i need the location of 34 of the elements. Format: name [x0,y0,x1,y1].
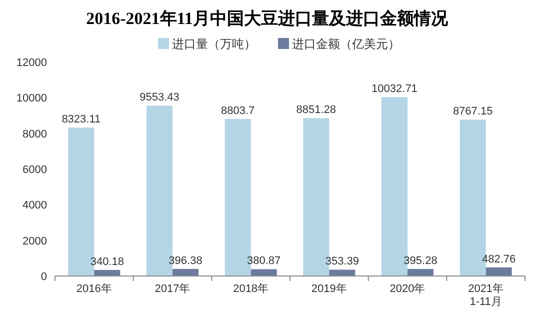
data-label: 340.18 [90,256,124,268]
data-label: 353.39 [325,256,359,268]
bar [94,270,120,276]
legend-label: 进口金额（亿美元） [292,37,400,51]
data-label: 380.87 [247,255,281,268]
legend-label: 进口量（万吨） [172,37,256,51]
y-tick-label: 4000 [22,200,47,212]
data-label: 8851.28 [296,104,336,116]
y-tick-label: 10000 [16,92,47,105]
data-label: 8323.11 [62,114,101,126]
data-label: 9553.43 [140,92,180,104]
bar [408,268,434,276]
x-tick-label: 2021年 1-11月 [468,283,504,308]
x-tick-label: 2018年 [233,283,269,295]
x-tick-label: 2017年 [154,283,190,295]
data-label: 482.76 [482,253,516,266]
x-tick-label: 2016年 [76,283,112,295]
y-tick-label: 0 [40,271,47,283]
y-tick-label: 12000 [16,57,47,69]
y-tick-label: 2000 [22,235,47,248]
bar [486,267,512,276]
bar [250,269,277,276]
data-label: 395.28 [404,254,438,267]
x-tick-label: 2020年 [390,283,426,295]
y-tick-label: 6000 [22,164,47,176]
data-label: 396.38 [168,254,202,267]
data-label: 8767.15 [452,106,493,118]
y-tick-label: 8000 [22,128,47,140]
x-tick-label: 2019年 [311,283,347,295]
data-label: 10032.71 [372,83,418,96]
bar [329,270,356,276]
chart-title: 2016-2021年11月中国大豆进口量及进口金额情况 [86,9,449,28]
bar [172,268,198,276]
data-label: 8803.7 [221,105,255,117]
